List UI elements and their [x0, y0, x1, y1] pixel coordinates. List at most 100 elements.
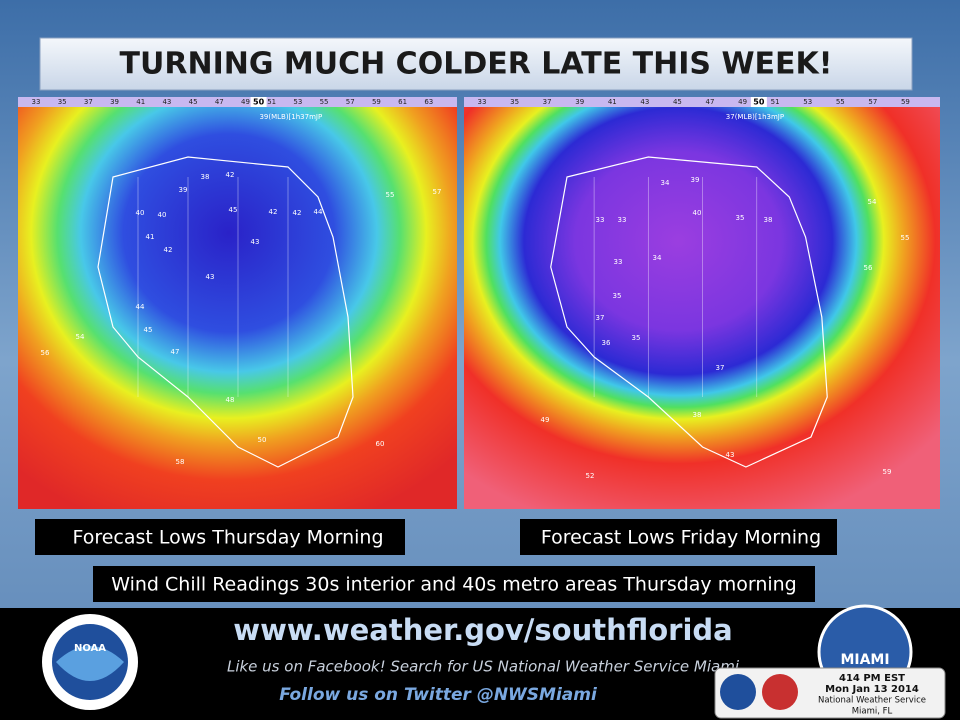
- map-panel: 33 35 37 39 41 43 45 47 49 51 53 55 57 59 50 37(MLB)[1h…: [464, 97, 940, 509]
- stamp-line: Mon Jan 13 2014: [825, 684, 919, 695]
- title: TURNING MUCH COLDER LATE THIS WEEK!: [120, 47, 833, 82]
- station-value: 36: [602, 339, 611, 347]
- scale-label: 43: [640, 98, 649, 106]
- scale-label: 41: [608, 98, 617, 106]
- station-value: 41: [146, 233, 155, 241]
- station-label: 37(MLB)[1h3mJP: [726, 113, 784, 121]
- scale-label: 33: [32, 98, 41, 106]
- scale-label: 39: [110, 98, 119, 106]
- scale-label: 39: [575, 98, 584, 106]
- station-value: 50: [258, 436, 267, 444]
- scale-label: 35: [510, 98, 519, 106]
- station-value: 38: [693, 411, 702, 419]
- scale-label: 51: [267, 98, 276, 106]
- station-value: 45: [229, 206, 238, 214]
- coastline: [97, 156, 354, 468]
- stamp-line: Miami, FL: [852, 707, 893, 717]
- station-label: 39(MLB)[1h37mJP: [259, 113, 322, 121]
- station-value: 57: [433, 188, 442, 196]
- scale-label: 57: [868, 98, 877, 106]
- station-value: 54: [76, 333, 85, 341]
- scale-label: 41: [136, 98, 145, 106]
- noaa-text: NOAA: [74, 643, 106, 654]
- stamp-line: 414 PM EST: [839, 673, 905, 684]
- station-value: 44: [136, 303, 145, 311]
- station-value: 37: [596, 314, 605, 322]
- scale-label: 47: [706, 98, 715, 106]
- station-value: 40: [158, 211, 167, 219]
- scale-label: 49: [738, 98, 747, 106]
- station-value: 39: [691, 176, 700, 184]
- station-value: 44: [314, 208, 323, 216]
- station-value: 38: [764, 216, 773, 224]
- station-value: 48: [226, 396, 235, 404]
- scale-label: 57: [346, 98, 355, 106]
- station-value: 47: [171, 348, 180, 356]
- station-value: 56: [41, 349, 50, 357]
- caption-box: [520, 519, 837, 555]
- noaa-bird: [56, 646, 124, 681]
- scale-label: 47: [215, 98, 224, 106]
- scale-label: 33: [478, 98, 487, 106]
- title-banner: [39, 37, 913, 91]
- station-value: 40: [693, 209, 702, 217]
- temperature-field: [18, 97, 457, 509]
- station-value: 35: [613, 292, 622, 300]
- station-value: 54: [868, 198, 877, 206]
- station-value: 33: [596, 216, 605, 224]
- scale-marker: 50: [253, 98, 265, 107]
- caption-box: [35, 519, 405, 555]
- station-value: 45: [144, 326, 153, 334]
- station-value: 33: [614, 258, 623, 266]
- scale-label: 55: [320, 98, 329, 106]
- scale-label: 37: [84, 98, 93, 106]
- map-panel: 33 35 37 39 41 43 45 47 49 51 53 55 57 59 61 63 50 39(MLB…: [18, 97, 457, 509]
- station-value: 59: [883, 468, 892, 476]
- caption: Forecast Lows Thursday Morning: [72, 527, 383, 549]
- scale-marker-bg: [750, 97, 767, 107]
- twitter: Follow us on Twitter @NWSMiami: [279, 685, 598, 705]
- scale-label: 63: [424, 98, 433, 106]
- station-value: 39: [179, 186, 188, 194]
- station-value: 55: [386, 191, 395, 199]
- stamp-line: National Weather Service: [818, 696, 926, 706]
- scale-label: 37: [543, 98, 552, 106]
- note-box: [93, 566, 815, 602]
- scale-label: 59: [901, 98, 910, 106]
- station-value: 42: [164, 246, 173, 254]
- station-value: 55: [901, 234, 910, 242]
- station-value: 38: [201, 173, 210, 181]
- scale-label: 61: [398, 98, 407, 106]
- scale-marker: 50: [753, 98, 765, 107]
- station-value: 33: [618, 216, 627, 224]
- station-value: 49: [541, 416, 550, 424]
- scale-label: 59: [372, 98, 381, 106]
- scale-label: 35: [58, 98, 67, 106]
- facebook: Like us on Facebook! Search for US Natio…: [227, 658, 740, 676]
- station-value: 34: [661, 179, 670, 187]
- stamp-logo: [762, 674, 798, 710]
- scale-label: 55: [836, 98, 845, 106]
- scale-bar: [18, 97, 457, 107]
- stamp-logo: [720, 674, 756, 710]
- station-value: 42: [226, 171, 235, 179]
- scale-label: 51: [771, 98, 780, 106]
- station-value: 52: [586, 472, 595, 480]
- station-value: 60: [376, 440, 385, 448]
- caption: Forecast Lows Friday Morning: [541, 527, 821, 549]
- url[interactable]: www.weather.gov/southflorida: [233, 613, 732, 647]
- note: Wind Chill Readings 30s interior and 40s…: [111, 574, 797, 596]
- station-value: 58: [176, 458, 185, 466]
- station-value: 35: [632, 334, 641, 342]
- coastline: [550, 156, 828, 468]
- station-value: 34: [653, 254, 662, 262]
- scale-label: 43: [162, 98, 171, 106]
- station-value: 40: [136, 209, 145, 217]
- scale-label: 53: [293, 98, 302, 106]
- station-value: 56: [864, 264, 873, 272]
- scale-label: 53: [803, 98, 812, 106]
- station-value: 43: [251, 238, 260, 246]
- station-value: 42: [269, 208, 278, 216]
- station-value: 35: [736, 214, 745, 222]
